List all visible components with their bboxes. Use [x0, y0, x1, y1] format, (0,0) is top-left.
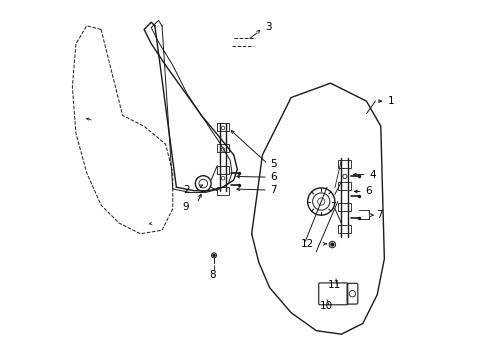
Bar — [217, 144, 228, 152]
Bar — [338, 225, 350, 233]
Text: 6: 6 — [270, 172, 276, 182]
Bar — [217, 187, 228, 195]
Text: 4: 4 — [368, 170, 375, 180]
Text: 2: 2 — [183, 185, 190, 195]
Circle shape — [212, 254, 215, 256]
Text: 7: 7 — [376, 210, 382, 220]
Text: 12: 12 — [301, 239, 314, 249]
Text: 5: 5 — [270, 159, 276, 169]
Bar — [217, 166, 228, 174]
Text: 6: 6 — [365, 186, 371, 197]
Bar — [338, 160, 350, 168]
Circle shape — [330, 243, 333, 246]
Text: 1: 1 — [387, 96, 394, 106]
Bar — [338, 182, 350, 190]
Text: 9: 9 — [182, 202, 188, 212]
Bar — [338, 203, 350, 211]
Text: 10: 10 — [319, 301, 332, 311]
Text: 8: 8 — [208, 270, 215, 280]
Text: 3: 3 — [265, 22, 271, 32]
Bar — [217, 123, 228, 131]
Text: 7: 7 — [270, 185, 276, 195]
Text: 11: 11 — [327, 280, 341, 290]
